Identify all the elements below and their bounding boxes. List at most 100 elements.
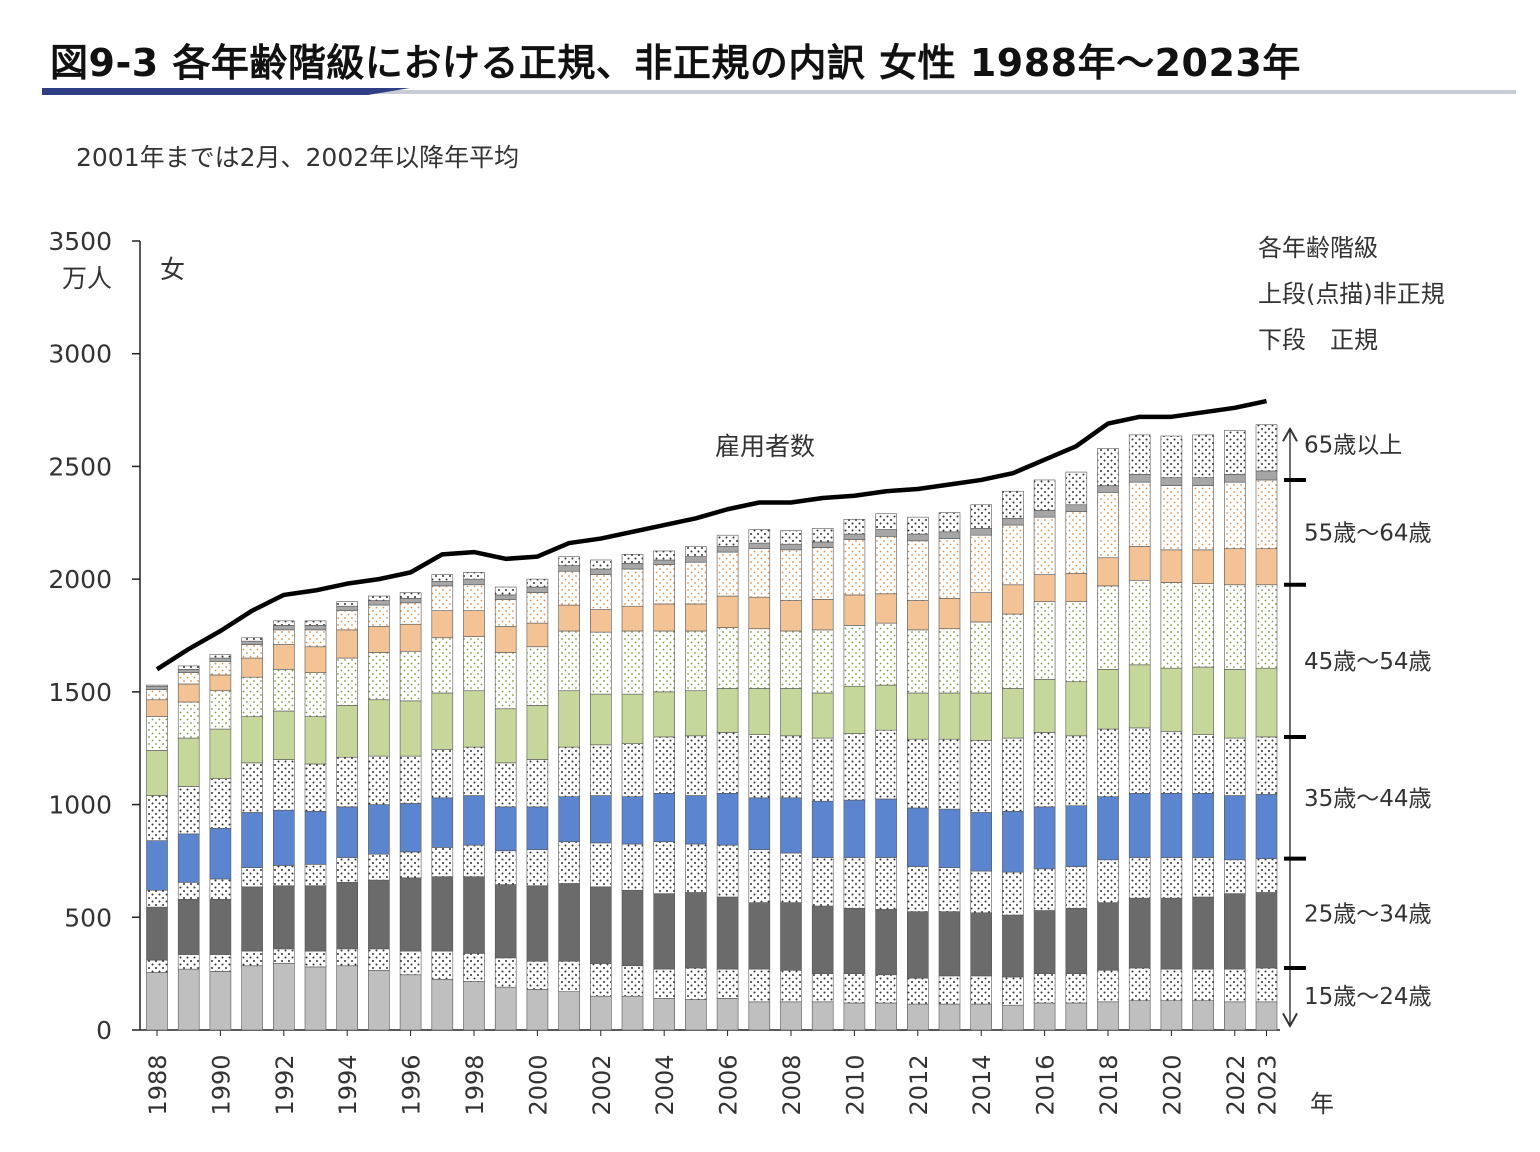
bar-segment-25-34-non-regular [653, 841, 676, 894]
bar-segment-45-54-non-regular [1128, 579, 1151, 666]
bar-segment-25-34-regular [209, 898, 232, 955]
y-tick-label: 1000 [48, 791, 112, 820]
bar-segment-35-44-regular [748, 797, 771, 850]
bar-segment-25-34-regular [589, 886, 612, 964]
bar-segment-55-64-regular [1128, 546, 1151, 581]
bar-segment-55-64-regular [241, 657, 263, 678]
bar-segment-45-54-non-regular [1160, 582, 1183, 669]
bar-segment-55-64-regular [336, 629, 359, 659]
bar-segment-35-44-non-regular [589, 744, 612, 796]
bar-segment-35-44-non-regular [1002, 737, 1024, 812]
bar-segment-35-44-regular [970, 812, 993, 872]
age-group-label: 55歳～64歳 [1304, 520, 1432, 546]
bar-segment-35-44-non-regular [1224, 737, 1246, 796]
bar-segment-25-34-non-regular [843, 857, 866, 909]
bar-segment-35-44-non-regular [685, 735, 707, 796]
bar-segment-55-64-non-regular [811, 547, 834, 600]
bar-segment-35-44-non-regular [558, 746, 580, 797]
bar-segment-45-54-regular [653, 691, 676, 738]
bar-segment-15-24-regular [1002, 1004, 1024, 1031]
bar-segment-15-24-non-regular [589, 963, 612, 997]
bar-segment-65+-regular [209, 657, 232, 662]
bar-segment-45-54-non-regular [177, 701, 200, 739]
bar-segment-15-24-regular [1224, 1001, 1246, 1031]
x-tick-label: 2023 [1254, 1054, 1282, 1115]
bar-segment-45-54-regular [1128, 664, 1151, 729]
bar-segment-15-24-non-regular [146, 959, 168, 973]
bar-segment-55-64-non-regular [272, 629, 295, 645]
bar-segment-45-54-regular [843, 685, 866, 734]
bar-segment-65+-regular [811, 541, 834, 548]
bar-segment-15-24-regular [1065, 1002, 1088, 1031]
bar-segment-65+-regular [906, 533, 929, 542]
bar-segment-35-44-regular [463, 795, 485, 846]
bar-segment-25-34-non-regular [1065, 866, 1088, 909]
bar-segment-65+-non-regular [241, 637, 263, 642]
bar-segment-25-34-regular [843, 907, 866, 974]
bar-segment-15-24-non-regular [685, 967, 707, 1000]
x-tick-label: 2010 [841, 1054, 869, 1115]
x-tick-label: 2008 [778, 1054, 806, 1115]
bar-segment-15-24-non-regular [875, 974, 897, 1004]
bar-segment-65+-non-regular [843, 519, 866, 535]
bar-segment-65+-non-regular [146, 684, 168, 687]
bar-segment-15-24-non-regular [1192, 968, 1214, 1001]
bar-segment-55-64-non-regular [177, 672, 200, 685]
bar-segment-25-34-regular [938, 911, 961, 977]
title-underline-rest [368, 90, 1516, 94]
bar-segment-35-44-regular [621, 796, 644, 845]
bar-segment-35-44-regular [716, 792, 739, 846]
bar-segment-25-34-regular [1065, 907, 1088, 974]
bar-segment-15-24-regular [241, 965, 263, 1031]
bar-segment-65+-regular [558, 565, 580, 572]
bar-segment-15-24-regular [843, 1002, 866, 1031]
bar-segment-55-64-non-regular [209, 661, 232, 676]
bar-segment-25-34-regular [621, 889, 644, 967]
bar-segment-15-24-regular [494, 986, 517, 1031]
age-group-label: 35歳～44歳 [1304, 786, 1432, 812]
bar-segment-25-34-non-regular [494, 850, 517, 885]
bar-segment-65+-non-regular [304, 620, 327, 626]
bar-segment-55-64-regular [1097, 557, 1119, 587]
bar-segment-35-44-non-regular [748, 734, 771, 799]
bar-segment-65+-regular [431, 581, 454, 587]
bar-segment-25-34-regular [399, 877, 422, 952]
bar-segment-35-44-non-regular [526, 759, 549, 808]
bar-segment-15-24-regular [653, 998, 676, 1031]
bar-segment-25-34-regular [1192, 896, 1214, 970]
bar-segment-25-34-non-regular [1192, 857, 1214, 898]
bar-segment-65+-regular [716, 546, 739, 553]
bar-segment-55-64-regular [1160, 549, 1183, 583]
bar-segment-65+-regular [526, 586, 549, 593]
page-title: 図9-3 各年齢階級における正規、非正規の内訳 女性 1988年～2023年 [50, 41, 1301, 85]
bar-segment-25-34-regular [1002, 914, 1024, 978]
bar-segment-15-24-non-regular [526, 960, 549, 990]
bar-segment-55-64-non-regular [685, 561, 707, 605]
bar-segment-55-64-non-regular [589, 574, 612, 610]
bar-segment-15-24-regular [970, 1003, 993, 1031]
bar-segment-25-34-non-regular [463, 844, 485, 878]
y-tick-label: 500 [64, 903, 112, 932]
bar-segment-25-34-regular [685, 892, 707, 969]
bar-segment-65+-non-regular [1033, 479, 1056, 511]
bar-segment-35-44-regular [1002, 811, 1024, 873]
bar-segment-65+-regular [1192, 477, 1214, 486]
bar-segment-35-44-non-regular [1065, 735, 1088, 806]
bar-segment-15-24-regular [177, 968, 200, 1031]
bar-segment-15-24-non-regular [1097, 969, 1119, 1003]
bar-segment-25-34-regular [811, 905, 834, 974]
bar-segment-35-44-non-regular [780, 735, 802, 799]
title-underline [42, 88, 1516, 95]
bar-segment-45-54-non-regular [716, 627, 739, 689]
x-tick-label: 2018 [1095, 1054, 1123, 1115]
bar-segment-65+-non-regular [1128, 434, 1151, 475]
y-tick-label: 0 [96, 1016, 112, 1045]
bar-segment-45-54-regular [336, 705, 359, 758]
bar-segment-45-54-regular [875, 684, 897, 731]
bar-segment-15-24-regular [1128, 1000, 1151, 1031]
bar-segment-25-34-non-regular [1097, 859, 1119, 903]
bar-segment-35-44-regular [906, 807, 929, 867]
bar-segment-25-34-non-regular [304, 864, 327, 887]
bar-segment-25-34-non-regular [875, 857, 897, 910]
